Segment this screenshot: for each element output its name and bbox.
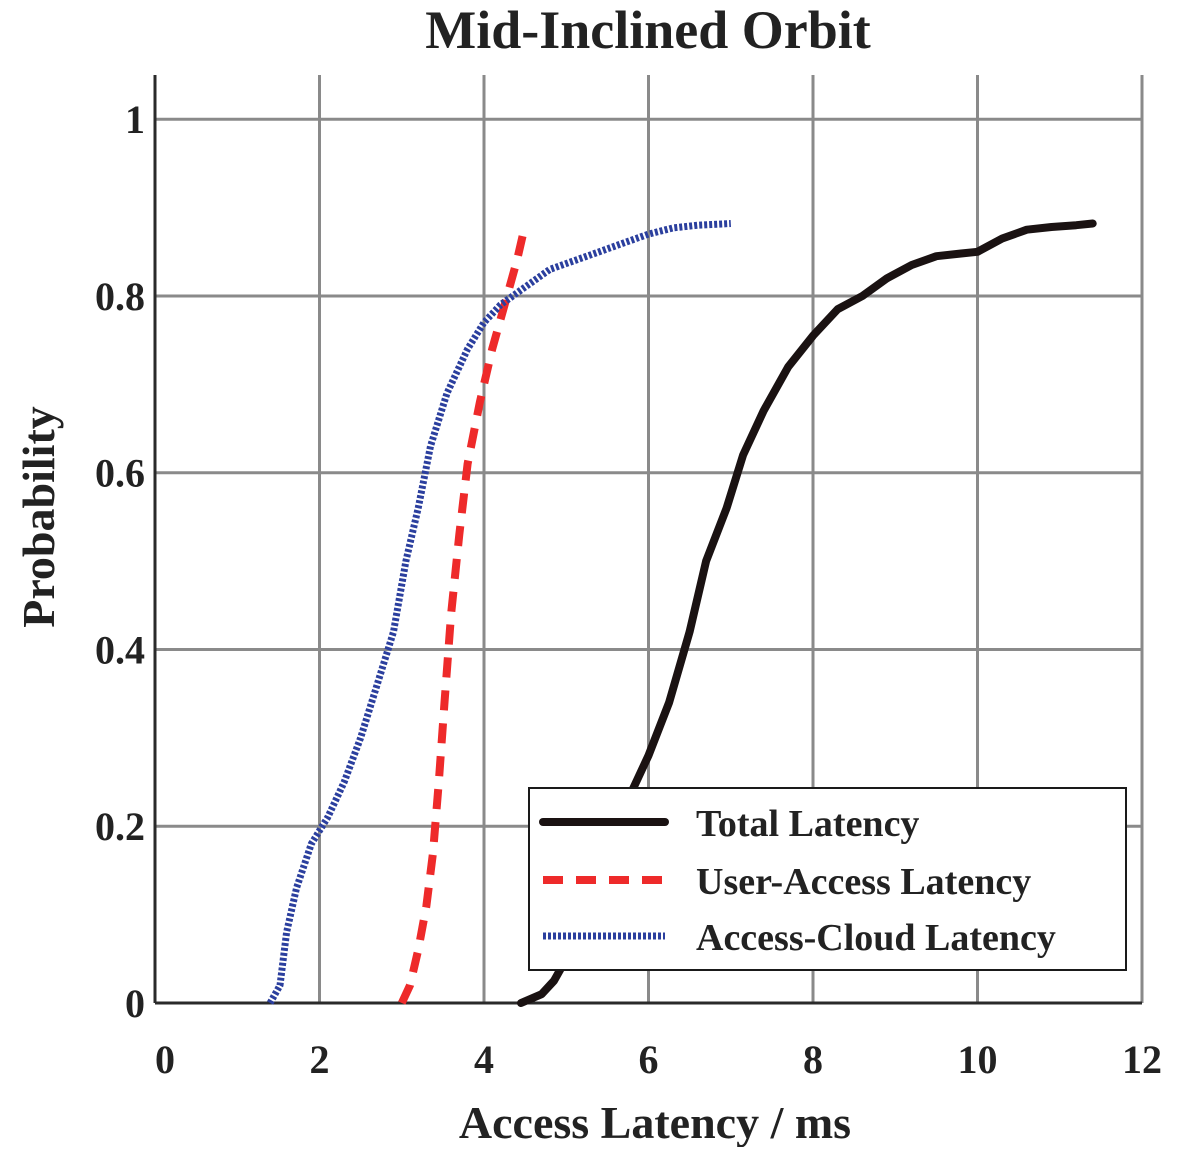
y-tick-label: 0.6	[95, 451, 145, 496]
axes	[153, 75, 1142, 1005]
grid	[155, 75, 1144, 1003]
series-line-user-access-latency	[398, 224, 529, 1005]
x-tick-label: 0	[155, 1037, 175, 1082]
tick-labels: 0 2 4 6 8 10 12 0 0.2 0.4 0.6 0.8 1	[95, 97, 1162, 1082]
x-tick-label: 10	[958, 1037, 998, 1082]
x-tick-label: 2	[310, 1037, 330, 1082]
y-tick-label: 0.8	[95, 274, 145, 319]
legend-label-total-latency: Total Latency	[696, 803, 919, 845]
legend: Total Latency User-Access Latency Access…	[528, 787, 1127, 971]
legend-label-user-access-latency: User-Access Latency	[696, 861, 1031, 903]
series-line-access-cloud-latency	[267, 220, 731, 1005]
x-tick-label: 4	[474, 1037, 494, 1082]
x-tick-label: 8	[803, 1037, 823, 1082]
x-tick-label: 6	[639, 1037, 659, 1082]
y-tick-label: 1	[125, 97, 145, 142]
x-tick-label: 12	[1122, 1037, 1162, 1082]
y-tick-label: 0.4	[95, 627, 145, 672]
x-axis-label: Access Latency / ms	[459, 1097, 851, 1147]
y-tick-label: 0.2	[95, 804, 145, 849]
y-axis-label: Probability	[13, 406, 64, 628]
y-tick-label: 0	[125, 981, 145, 1026]
legend-label-access-cloud-latency: Access-Cloud Latency	[696, 917, 1056, 959]
chart-title: Mid-Inclined Orbit	[425, 0, 871, 60]
